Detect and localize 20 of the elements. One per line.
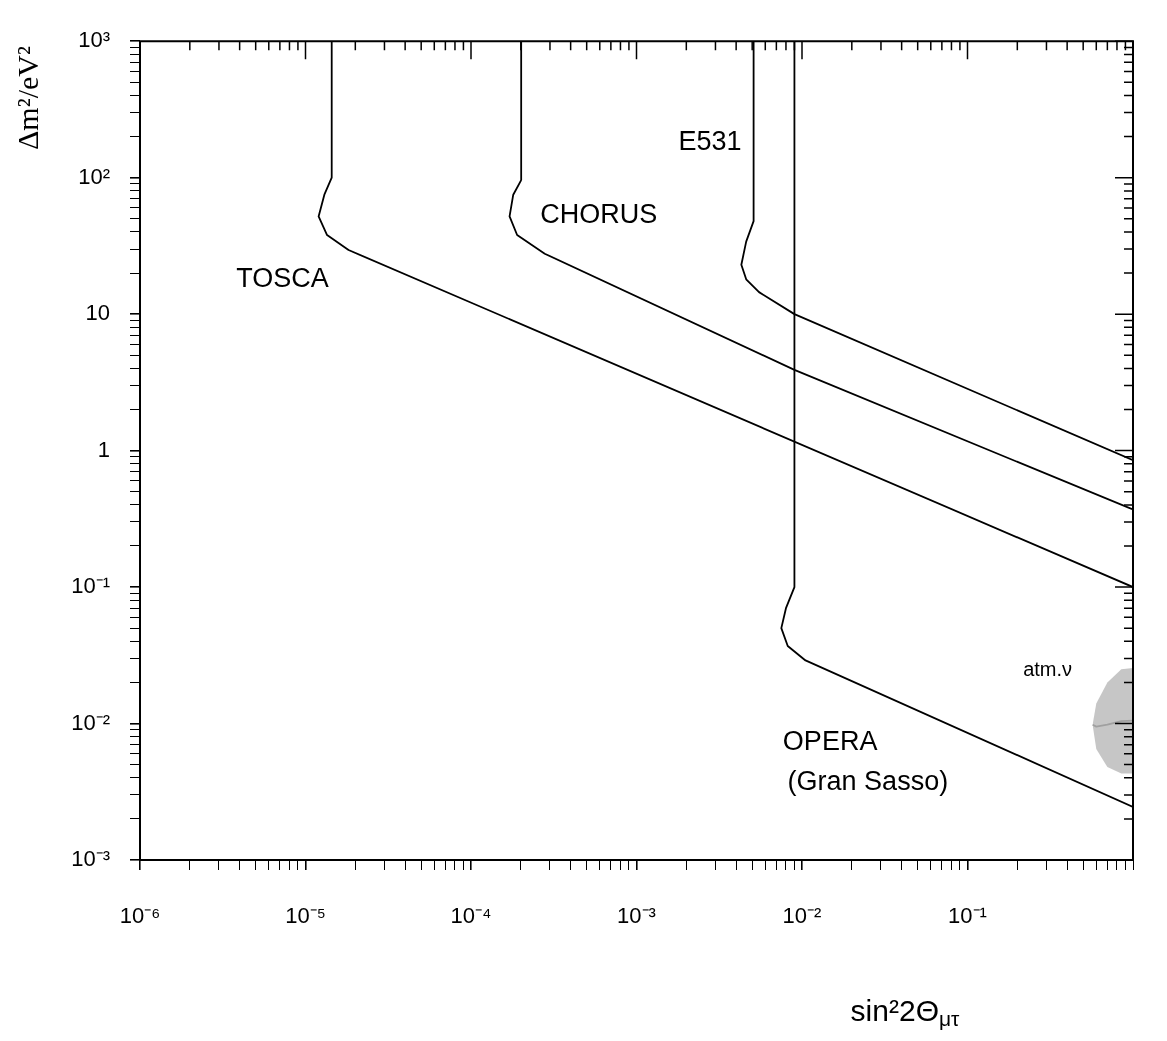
y-tick-label: 10³ xyxy=(78,27,110,53)
y-tick-label: 10⁻² xyxy=(71,709,110,735)
x-tick-label: 10⁻² xyxy=(782,903,822,929)
x-tick-label: 10⁻³ xyxy=(617,903,656,929)
x-tick-label: 10⁻⁵ xyxy=(285,903,326,929)
annotation: (Gran Sasso) xyxy=(787,766,949,797)
annotation: CHORUS xyxy=(540,199,658,230)
y-tick-label: 10⁻¹ xyxy=(71,573,110,599)
annotation: E531 xyxy=(678,126,742,157)
annotation: TOSCA xyxy=(236,262,329,293)
annotation: atm.ν xyxy=(1023,657,1073,680)
y-tick-label: 10 xyxy=(85,300,110,326)
annotation: OPERA xyxy=(782,725,878,756)
y-tick-label: 10⁻³ xyxy=(71,846,110,872)
x-tick-label: 10⁻¹ xyxy=(948,903,987,929)
y-axis-title: Δm²/eV² xyxy=(10,46,44,150)
y-tick-label: 1 xyxy=(97,436,110,462)
x-tick-label: 10⁻⁴ xyxy=(450,903,492,929)
y-tick-label: 10² xyxy=(78,163,110,189)
x-tick-label: 10⁻⁶ xyxy=(119,903,161,929)
